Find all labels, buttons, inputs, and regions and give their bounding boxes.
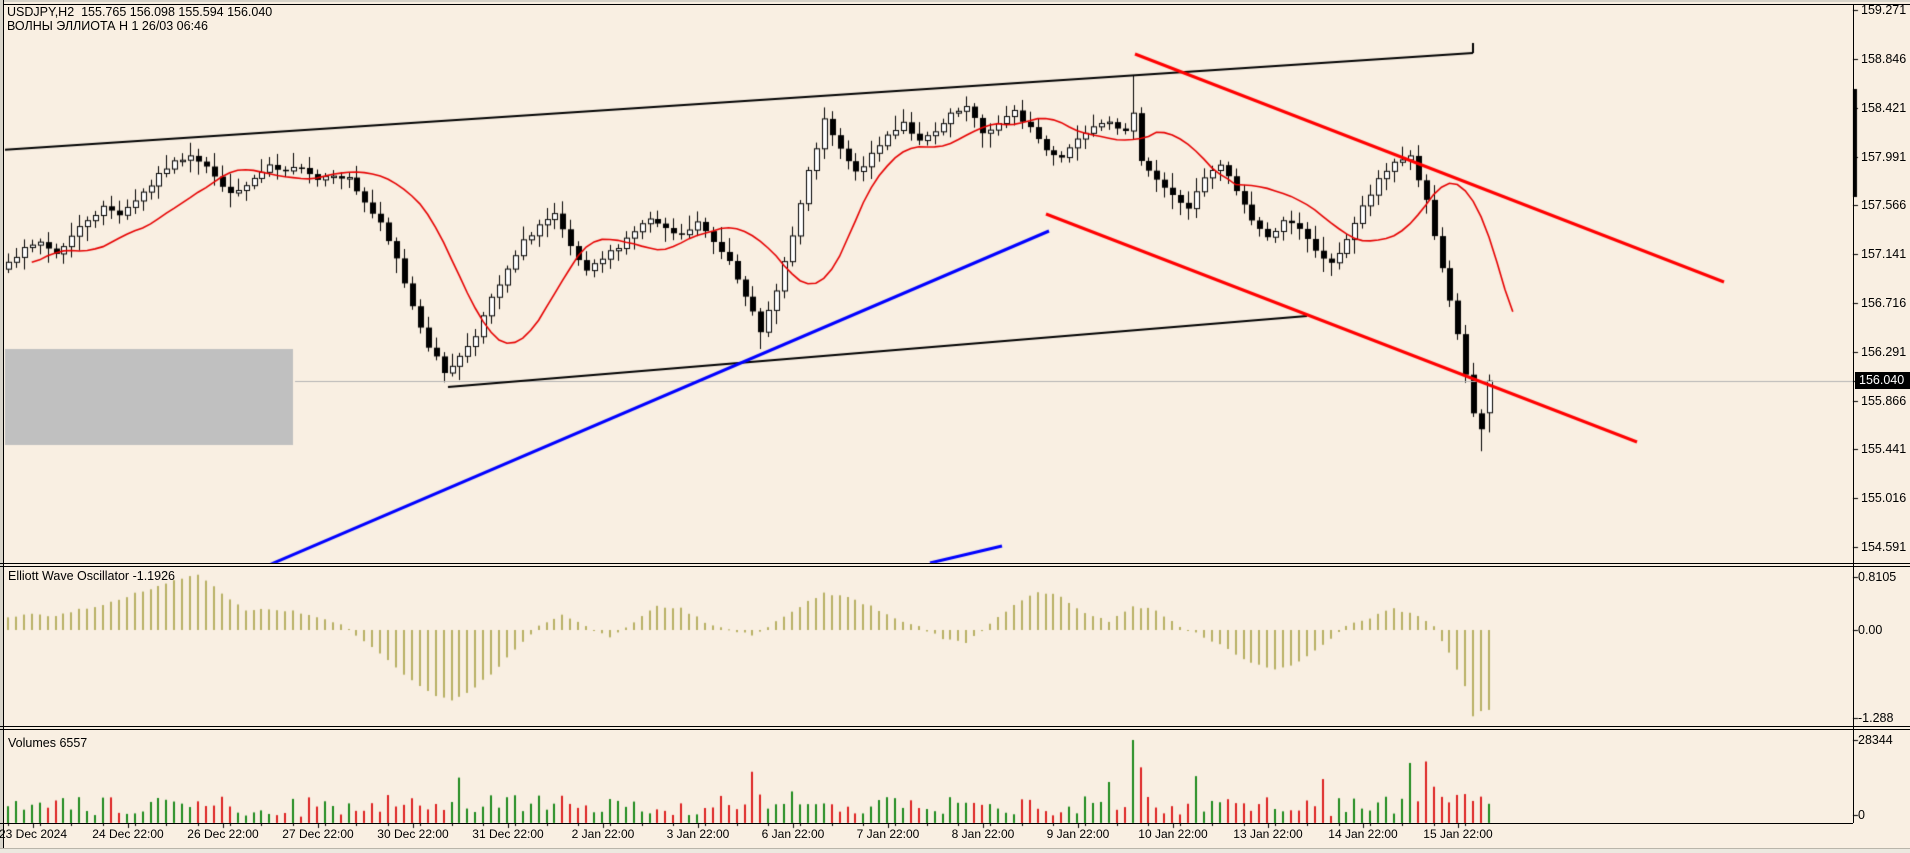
time-axis-label: 24 Dec 22:00 bbox=[92, 827, 164, 841]
price-axis-label: 155.441 bbox=[1861, 442, 1907, 457]
separator-main-oscillator-lower[interactable] bbox=[0, 566, 1910, 567]
price-axis-label: 155.016 bbox=[1861, 491, 1907, 506]
separator-main-oscillator[interactable] bbox=[0, 563, 1910, 564]
time-axis-label: 13 Jan 22:00 bbox=[1233, 827, 1303, 841]
oscillator-title: Elliott Wave Oscillator -1.1926 bbox=[8, 569, 175, 583]
price-axis-label: 158.846 bbox=[1861, 52, 1907, 66]
time-axis-label: 23 Dec 2024 bbox=[0, 827, 68, 841]
separator-oscillator-volumes-lower[interactable] bbox=[0, 729, 1910, 730]
indicator-comment-line: ВОЛНЫ ЭЛЛИОТА Н 1 26/03 06:46 bbox=[7, 19, 208, 33]
price-axis-line bbox=[1853, 4, 1854, 823]
time-axis-label: 9 Jan 22:00 bbox=[1046, 827, 1110, 841]
chart-left-frame-line bbox=[3, 0, 4, 853]
price-axis-label: 156.716 bbox=[1861, 296, 1907, 310]
current-price-badge: 156.040 bbox=[1855, 372, 1910, 389]
symbol-ohlc-line: USDJPY,H2 155.765 156.098 155.594 156.04… bbox=[7, 5, 273, 19]
time-axis-line bbox=[0, 823, 1853, 824]
current-price-text: 156.040 bbox=[1859, 373, 1905, 387]
time-axis-label: 26 Dec 22:00 bbox=[187, 827, 259, 841]
time-axis-label: 31 Dec 22:00 bbox=[472, 827, 544, 841]
time-axis-label: 7 Jan 22:00 bbox=[856, 827, 920, 841]
price-axis-label: 157.566 bbox=[1861, 198, 1907, 213]
indicator-axis-label: 0.00 bbox=[1858, 623, 1883, 637]
window-top-border bbox=[0, 0, 1910, 2]
indicator-axis-label: 0 bbox=[1858, 808, 1865, 822]
price-axis-label: 155.866 bbox=[1861, 393, 1907, 408]
volumes-title: Volumes 6557 bbox=[8, 736, 87, 750]
window-bottom-strip bbox=[0, 848, 1910, 853]
time-axis-label: 15 Jan 22:00 bbox=[1423, 827, 1493, 841]
time-axis-label: 14 Jan 22:00 bbox=[1328, 827, 1398, 841]
time-axis-label: 8 Jan 22:00 bbox=[951, 827, 1015, 841]
price-axis-label: 154.591 bbox=[1861, 540, 1907, 554]
time-axis-label: 3 Jan 22:00 bbox=[666, 827, 730, 841]
price-axis-label: 157.991 bbox=[1861, 149, 1907, 164]
indicator-axis-label: 0.8105 bbox=[1858, 570, 1897, 584]
price-axis-label: 157.141 bbox=[1861, 247, 1907, 262]
separator-oscillator-volumes[interactable] bbox=[0, 726, 1910, 727]
time-axis-label: 30 Dec 22:00 bbox=[377, 827, 449, 841]
chart-top-frame-line bbox=[0, 4, 1910, 5]
window-left-border bbox=[0, 0, 3, 853]
price-axis-label: 159.271 bbox=[1861, 3, 1907, 18]
time-axis-label: 6 Jan 22:00 bbox=[761, 827, 825, 841]
time-axis-label: 2 Jan 22:00 bbox=[571, 827, 635, 841]
price-axis-label: 156.291 bbox=[1861, 344, 1907, 359]
indicator-axis-label: -1.288 bbox=[1858, 711, 1894, 725]
oscillator-title-text: Elliott Wave Oscillator bbox=[8, 569, 130, 583]
price-axis-label: 158.421 bbox=[1861, 100, 1907, 115]
indicator-axis-label: 28344 bbox=[1858, 733, 1893, 747]
time-axis-label: 27 Dec 22:00 bbox=[282, 827, 354, 841]
volumes-title-text: Volumes bbox=[8, 736, 56, 750]
time-axis-label: 10 Jan 22:00 bbox=[1138, 827, 1208, 841]
volumes-value: 6557 bbox=[59, 736, 88, 750]
oscillator-value: -1.1926 bbox=[132, 569, 175, 583]
